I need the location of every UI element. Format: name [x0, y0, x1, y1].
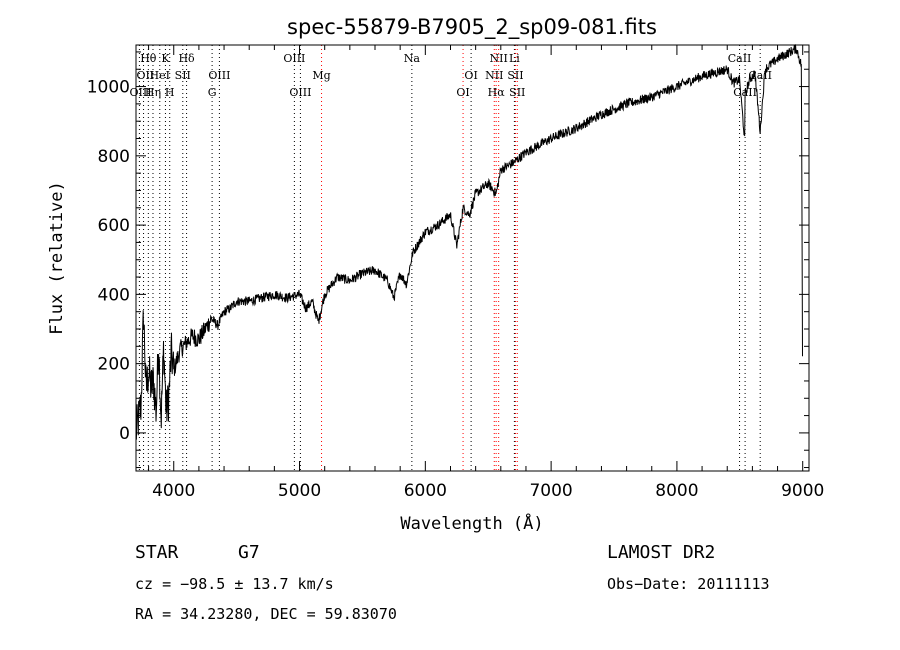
line-label: OII [137, 69, 155, 82]
line-label: Hδ [178, 52, 195, 65]
line-label: Hη [145, 86, 161, 99]
spectral-line-markers [138, 45, 761, 471]
observation-date: Obs−Date: 20111113 [607, 575, 770, 593]
axis-ticks [136, 45, 809, 471]
line-label: OIII [289, 86, 311, 99]
line-label: Hθ [140, 52, 157, 65]
line-label: Na [404, 52, 421, 65]
plot-frame [135, 44, 810, 472]
line-label: Li [509, 52, 520, 65]
line-label: H [165, 86, 175, 99]
line-label: NII [490, 52, 508, 65]
x-axis-title: Wavelength (Å) [400, 512, 543, 534]
x-tick-label: 8000 [655, 481, 698, 501]
line-label: G [208, 86, 217, 99]
y-tick-label: 800 [98, 147, 130, 167]
y-tick-label: 600 [98, 216, 130, 236]
line-label: OI [456, 86, 469, 99]
line-label: K [161, 52, 170, 65]
line-label: CaII [728, 52, 752, 65]
survey-name: LAMOST DR2 [607, 542, 716, 563]
x-tick-label: 4000 [152, 481, 195, 501]
line-label: Hα [488, 86, 506, 99]
line-label: SII [175, 69, 191, 82]
y-tick-label: 1000 [87, 78, 130, 98]
redshift-velocity: cz = −98.5 ± 13.7 km/s [135, 575, 334, 593]
line-label: OIII [130, 86, 152, 99]
y-tick-labels: 0 200 400 600 800 1000 [87, 78, 130, 444]
object-class: STAR [135, 542, 179, 563]
line-label: HeI [150, 69, 170, 82]
line-label: NII [485, 69, 503, 82]
x-tick-label: 9000 [781, 481, 824, 501]
line-label: OIII [208, 69, 230, 82]
x-tick-label: 5000 [278, 481, 321, 501]
x-tick-label: 6000 [404, 481, 447, 501]
spectrum-series [135, 44, 803, 440]
object-subclass: G7 [238, 542, 260, 563]
x-tick-labels: 4000 5000 6000 7000 8000 9000 [152, 481, 824, 501]
x-tick-label: 7000 [529, 481, 572, 501]
y-tick-label: 200 [98, 355, 130, 375]
y-tick-label: 400 [98, 285, 130, 305]
spectrum-line [135, 44, 803, 440]
line-label: OI [464, 69, 477, 82]
line-label: OIII [283, 52, 305, 65]
line-label: SII [507, 69, 523, 82]
chart-title: spec-55879-B7905_2_sp09-081.fits [287, 15, 657, 40]
line-label: SII [509, 86, 525, 99]
coordinates: RA = 34.23280, DEC = 59.83070 [135, 605, 397, 623]
line-label: Mg [312, 69, 330, 82]
y-axis-title: Flux (relative) [47, 181, 67, 335]
y-tick-label: 0 [119, 424, 130, 444]
